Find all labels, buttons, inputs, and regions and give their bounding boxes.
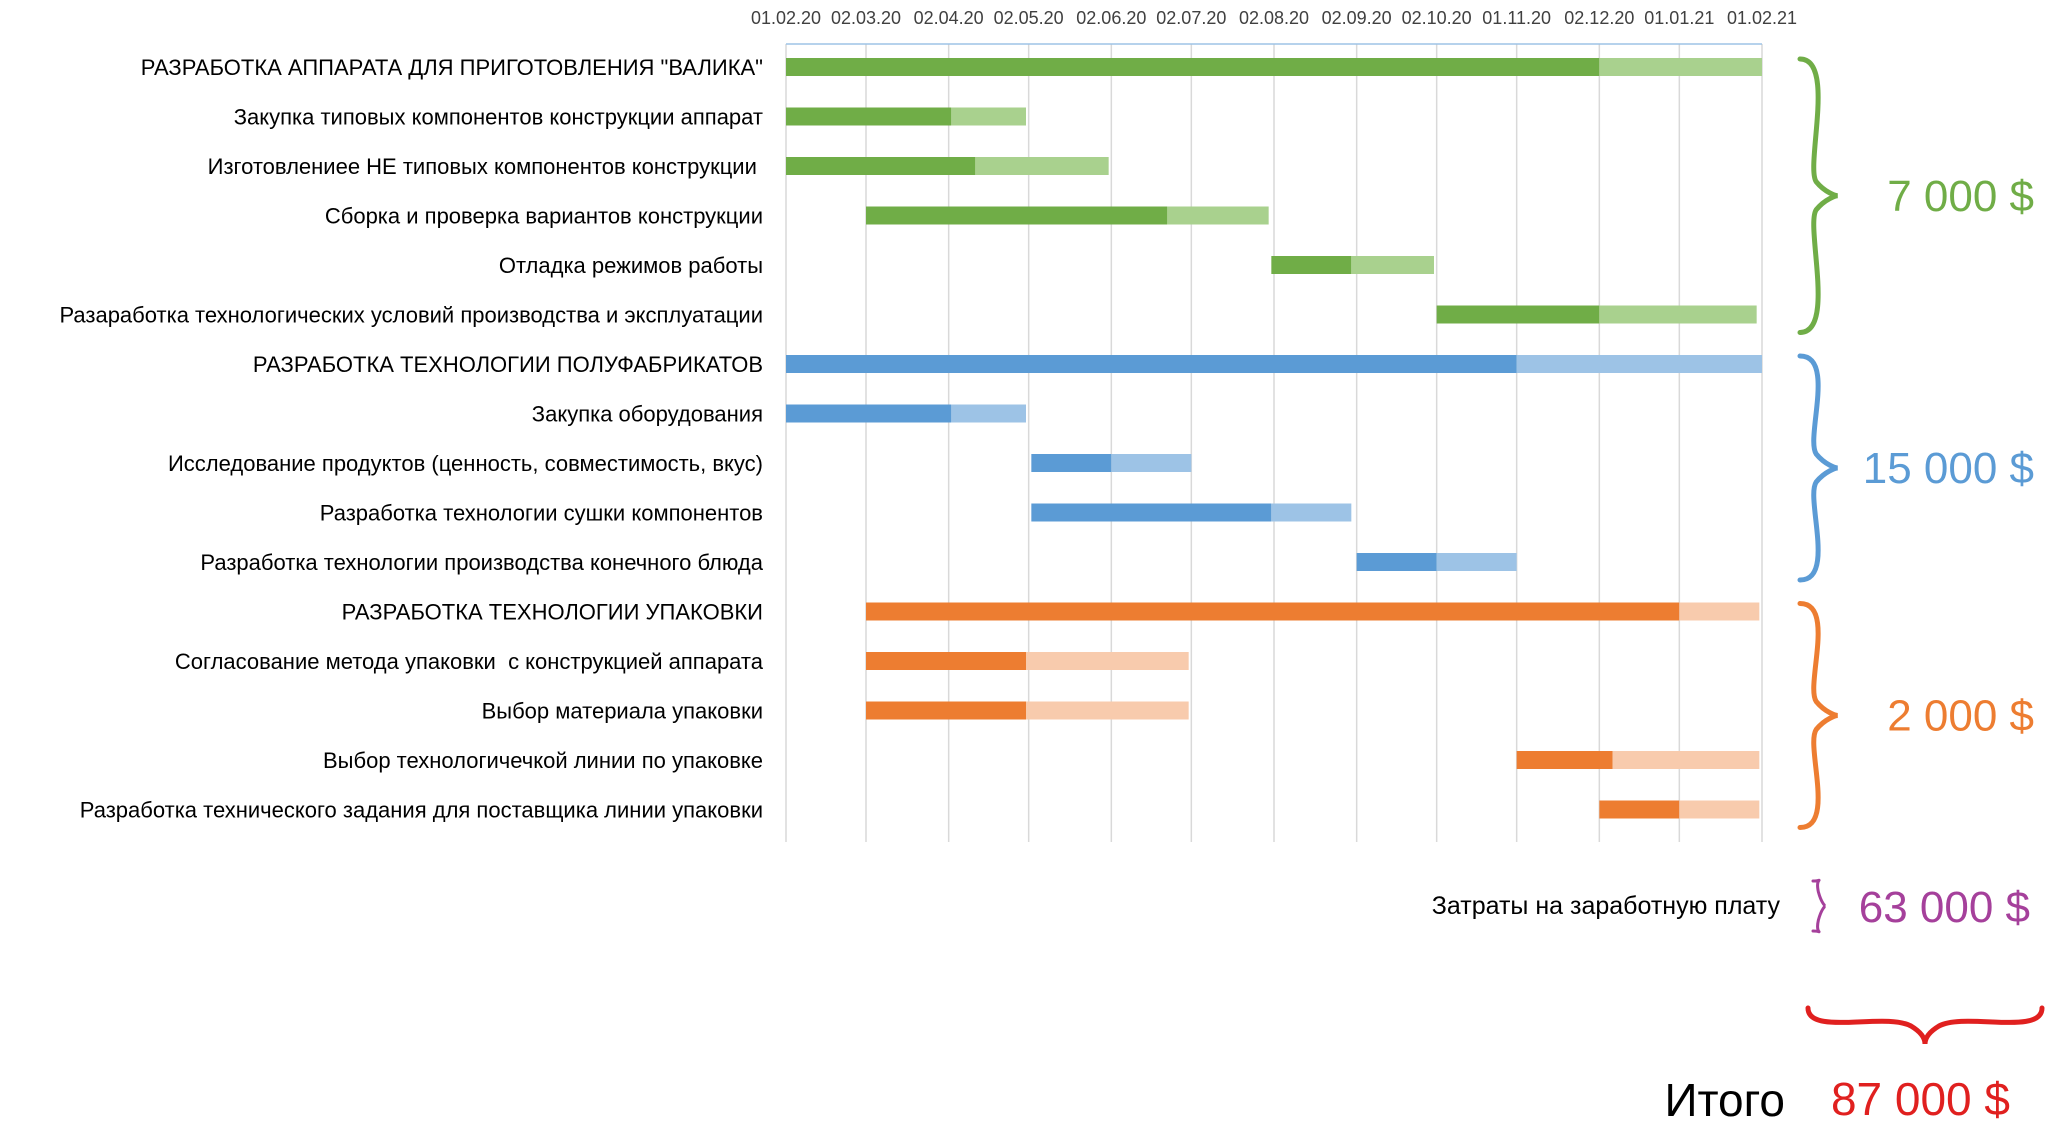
x-tick-label: 02.12.20 <box>1564 8 1634 28</box>
task-bar-remaining <box>1271 503 1352 522</box>
task-label: Разработка технического задания для пост… <box>80 798 763 823</box>
curly-brace-icon <box>1797 601 1839 830</box>
task-label: Закупка оборудования <box>532 402 763 427</box>
task-bar-remaining <box>1679 602 1760 621</box>
task-bar-done <box>1356 553 1437 571</box>
curly-brace-icon <box>1811 878 1827 934</box>
x-tick-label: 01.11.20 <box>1482 8 1551 28</box>
cost-value: 2 000 $ <box>1887 692 2034 741</box>
task-bar-remaining <box>1026 701 1189 720</box>
task-label: Выбор материала упаковки <box>482 699 763 724</box>
task-bar-remaining <box>1599 58 1762 76</box>
task-label: Изготовлениее НЕ типовых компонентов кон… <box>208 154 763 179</box>
x-tick-label: 02.06.20 <box>1076 8 1146 28</box>
horizontal-brace-icon <box>1805 1005 2045 1045</box>
x-tick-label: 01.01.21 <box>1644 8 1714 28</box>
task-bar-done <box>1516 751 1613 769</box>
task-bar-remaining <box>1516 355 1762 373</box>
task-label: Разработка технологии производства конеч… <box>200 550 763 575</box>
task-bar-remaining <box>1026 652 1189 670</box>
x-tick-label: 01.02.20 <box>751 8 821 28</box>
x-tick-label: 02.05.20 <box>994 8 1064 28</box>
cost-value: 15 000 $ <box>1863 444 2034 493</box>
task-label: РАЗРАБОТКА АППАРАТА ДЛЯ ПРИГОТОВЛЕНИЯ "В… <box>141 55 763 80</box>
x-tick-label: 02.03.20 <box>831 8 901 28</box>
curly-brace-icon <box>1797 353 1839 583</box>
task-bar-done <box>866 701 1026 720</box>
task-bar-done <box>1599 800 1680 819</box>
task-label: Исследование продуктов (ценность, совмес… <box>168 451 763 476</box>
x-tick-label: 02.04.20 <box>914 8 984 28</box>
task-bar-remaining <box>1679 800 1760 819</box>
task-bar-done <box>786 355 1517 373</box>
task-bar-remaining <box>1351 256 1434 274</box>
task-label: Разаработка технологических условий прои… <box>59 303 763 328</box>
task-bar-remaining <box>1599 305 1757 324</box>
total-value: 87 000 $ <box>1831 1073 2010 1125</box>
x-tick-label: 02.10.20 <box>1402 8 1472 28</box>
salary-value: 63 000 $ <box>1859 883 2030 932</box>
task-label: Закупка типовых компонентов конструкции … <box>234 105 763 130</box>
task-bar-done <box>786 404 952 423</box>
task-label: Отладка режимов работы <box>499 253 763 278</box>
x-tick-label: 02.09.20 <box>1322 8 1392 28</box>
task-bar-done <box>1031 454 1112 472</box>
task-label: Выбор технологичечкой линии по упаковке <box>323 748 763 773</box>
task-bar-remaining <box>951 404 1026 423</box>
task-bar-done <box>866 652 1026 670</box>
task-bar-remaining <box>951 107 1026 126</box>
task-label: РАЗРАБОТКА ТЕХНОЛОГИИ УПАКОВКИ <box>342 600 763 625</box>
task-label: Сборка и проверка вариантов конструкции <box>325 204 763 229</box>
cost-value: 7 000 $ <box>1887 172 2034 221</box>
task-bar-done <box>1031 503 1272 522</box>
task-bar-done <box>786 107 952 126</box>
task-bar-done <box>866 206 1168 225</box>
task-label: РАЗРАБОТКА ТЕХНОЛОГИИ ПОЛУФАБРИКАТОВ <box>253 352 763 377</box>
x-tick-label: 01.02.21 <box>1727 8 1797 28</box>
task-bar-done <box>1436 305 1600 324</box>
x-tick-label: 02.07.20 <box>1156 8 1226 28</box>
task-bar-done <box>786 157 976 175</box>
task-bar-done <box>786 58 1600 76</box>
task-bar-remaining <box>1612 751 1760 769</box>
curly-brace-icon <box>1797 56 1839 335</box>
task-bar-remaining <box>975 157 1109 175</box>
task-bar-done <box>1271 256 1352 274</box>
task-label: Согласование метода упаковки с конструкц… <box>175 649 764 674</box>
task-bar-remaining <box>1111 454 1192 472</box>
task-bar-remaining <box>1167 206 1269 225</box>
total-label: Итого <box>1664 1074 1785 1126</box>
task-bar-done <box>866 602 1680 621</box>
salary-label: Затраты на заработную плату <box>1432 892 1781 920</box>
task-bar-remaining <box>1436 553 1517 571</box>
x-tick-label: 02.08.20 <box>1239 8 1309 28</box>
task-label: Разработка технологии сушки компонентов <box>320 501 763 526</box>
